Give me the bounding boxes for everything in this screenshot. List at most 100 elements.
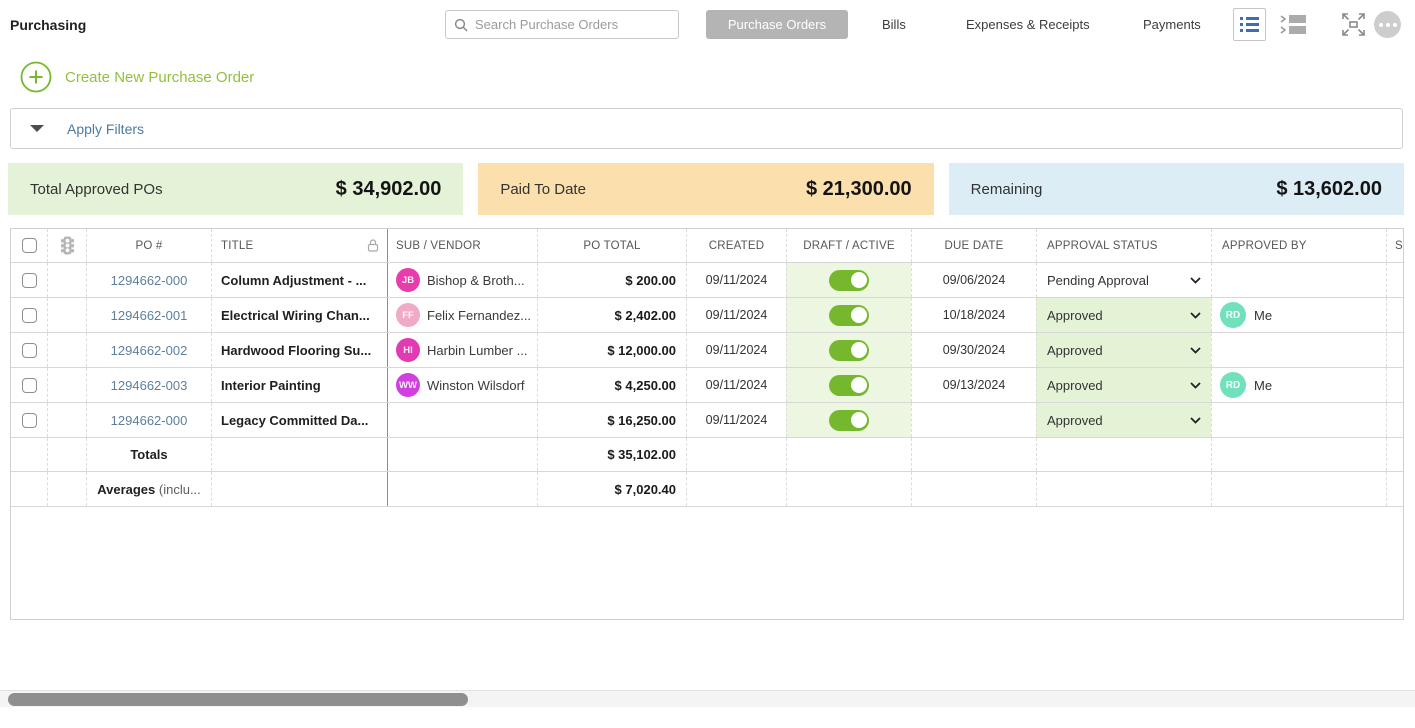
title-cell: Interior Painting (211, 368, 387, 402)
averages-label: Averages (97, 482, 155, 497)
row-select-cell (11, 333, 47, 367)
active-toggle[interactable] (829, 340, 869, 361)
averages-label-cell: Averages (inclu... (86, 472, 211, 506)
empty-cell (911, 472, 1036, 506)
vendor-cell: JBBishop & Broth... (387, 263, 537, 297)
po-number-link[interactable]: 1294662-003 (111, 378, 188, 393)
active-toggle[interactable] (829, 270, 869, 291)
empty-cell (387, 438, 537, 471)
summary-cards: Total Approved POs $ 34,902.00 Paid To D… (8, 163, 1404, 215)
card-value: $ 21,300.00 (806, 178, 912, 201)
row-select-cell (11, 403, 47, 437)
apply-filters-bar[interactable]: Apply Filters (10, 108, 1403, 149)
tab-bills[interactable]: Bills (869, 10, 919, 39)
vendor-name: Bishop & Broth... (427, 273, 525, 288)
chevron-down-icon (1190, 417, 1201, 424)
search-box[interactable] (445, 10, 679, 39)
column-header-due-date[interactable]: DUE DATE (911, 229, 1036, 262)
column-header-title[interactable]: TITLE (211, 229, 387, 262)
due-date-cell: 10/18/2024 (911, 298, 1036, 332)
approval-status-value: Approved (1047, 308, 1103, 323)
tab-purchase-orders[interactable]: Purchase Orders (706, 10, 848, 39)
po-total-cell: $ 16,250.00 (537, 403, 686, 437)
title-cell: Hardwood Flooring Su... (211, 333, 387, 367)
empty-cell (1386, 472, 1403, 506)
more-options-icon[interactable] (1374, 11, 1401, 38)
empty-cell (47, 438, 86, 471)
title-cell: Legacy Committed Da... (211, 403, 387, 437)
table-row: 1294662-000 Legacy Committed Da... $ 16,… (11, 403, 1403, 438)
empty-cell (1036, 472, 1211, 506)
empty-cell (1211, 472, 1386, 506)
column-header-po[interactable]: PO # (86, 229, 211, 262)
approval-status-select[interactable]: Approved (1037, 333, 1211, 367)
create-new-purchase-order-button[interactable]: Create New Purchase Order (20, 54, 254, 100)
po-total-cell: $ 200.00 (537, 263, 686, 297)
draft-active-cell (786, 368, 911, 402)
column-header-vendor[interactable]: SUB / VENDOR (387, 229, 537, 262)
row-checkbox[interactable] (22, 273, 37, 288)
empty-cell (211, 472, 387, 506)
po-title: Legacy Committed Da... (221, 413, 368, 428)
column-header-created[interactable]: CREATED (686, 229, 786, 262)
averages-value-cell: $ 7,020.40 (537, 472, 686, 506)
empty-cell (911, 438, 1036, 471)
vendor-name: Winston Wilsdorf (427, 378, 525, 393)
draft-active-cell (786, 298, 911, 332)
created-cell: 09/11/2024 (686, 403, 786, 437)
approval-status-cell: Pending Approval (1036, 263, 1211, 297)
po-number-link[interactable]: 1294662-000 (111, 273, 188, 288)
approval-status-value: Approved (1047, 413, 1103, 428)
po-title: Electrical Wiring Chan... (221, 308, 370, 323)
list-view-icon[interactable] (1233, 8, 1266, 41)
horizontal-scrollbar-thumb[interactable] (8, 693, 468, 706)
fullscreen-icon[interactable] (1341, 12, 1366, 37)
po-number-link[interactable]: 1294662-001 (111, 308, 188, 323)
tab-expenses-receipts[interactable]: Expenses & Receipts (953, 10, 1103, 39)
row-flag-cell (47, 368, 86, 402)
cutoff-cell (1386, 368, 1403, 402)
row-checkbox[interactable] (22, 413, 37, 428)
column-header-po-total[interactable]: PO TOTAL (537, 229, 686, 262)
approver-avatar: RD (1220, 302, 1246, 328)
empty-cell (387, 472, 537, 506)
po-title: Hardwood Flooring Su... (221, 343, 371, 358)
tab-payments[interactable]: Payments (1130, 10, 1214, 39)
po-number-link[interactable]: 1294662-000 (111, 413, 188, 428)
column-header-draft-active[interactable]: DRAFT / ACTIVE (786, 229, 911, 262)
traffic-light-icon (60, 236, 75, 255)
horizontal-scrollbar-track[interactable] (0, 690, 1415, 707)
approval-status-select[interactable]: Approved (1037, 403, 1211, 437)
column-header-approval-status[interactable]: APPROVAL STATUS (1036, 229, 1211, 262)
active-toggle[interactable] (829, 375, 869, 396)
empty-cell (1386, 438, 1403, 471)
po-title: Interior Painting (221, 378, 321, 393)
column-header-approved-by[interactable]: APPROVED BY (1211, 229, 1386, 262)
empty-cell (11, 438, 47, 471)
remaining-card: Remaining $ 13,602.00 (949, 163, 1404, 215)
row-checkbox[interactable] (22, 308, 37, 323)
approval-status-select[interactable]: Pending Approval (1037, 263, 1211, 297)
approved-by-wrap: RD Me (1220, 302, 1272, 328)
approved-by-cell: RD Me (1211, 298, 1386, 332)
approved-by-cell: RD (1211, 263, 1386, 297)
po-cell: 1294662-003 (86, 368, 211, 402)
row-checkbox[interactable] (22, 378, 37, 393)
averages-label-suffix: (inclu... (155, 482, 201, 497)
active-toggle[interactable] (829, 305, 869, 326)
empty-cell (786, 472, 911, 506)
row-checkbox[interactable] (22, 343, 37, 358)
due-date-cell (911, 403, 1036, 437)
search-input[interactable] (475, 17, 670, 32)
select-all-checkbox[interactable] (22, 238, 37, 253)
due-date-cell: 09/30/2024 (911, 333, 1036, 367)
apply-filters-label: Apply Filters (67, 121, 144, 137)
po-number-link[interactable]: 1294662-002 (111, 343, 188, 358)
vendor-cell: WWWinston Wilsdorf (387, 368, 537, 402)
row-flag-cell (47, 333, 86, 367)
approval-status-select[interactable]: Approved (1037, 298, 1211, 332)
column-header-cutoff[interactable]: S (1386, 229, 1403, 262)
active-toggle[interactable] (829, 410, 869, 431)
grouped-view-icon[interactable] (1280, 14, 1307, 35)
approval-status-select[interactable]: Approved (1037, 368, 1211, 402)
